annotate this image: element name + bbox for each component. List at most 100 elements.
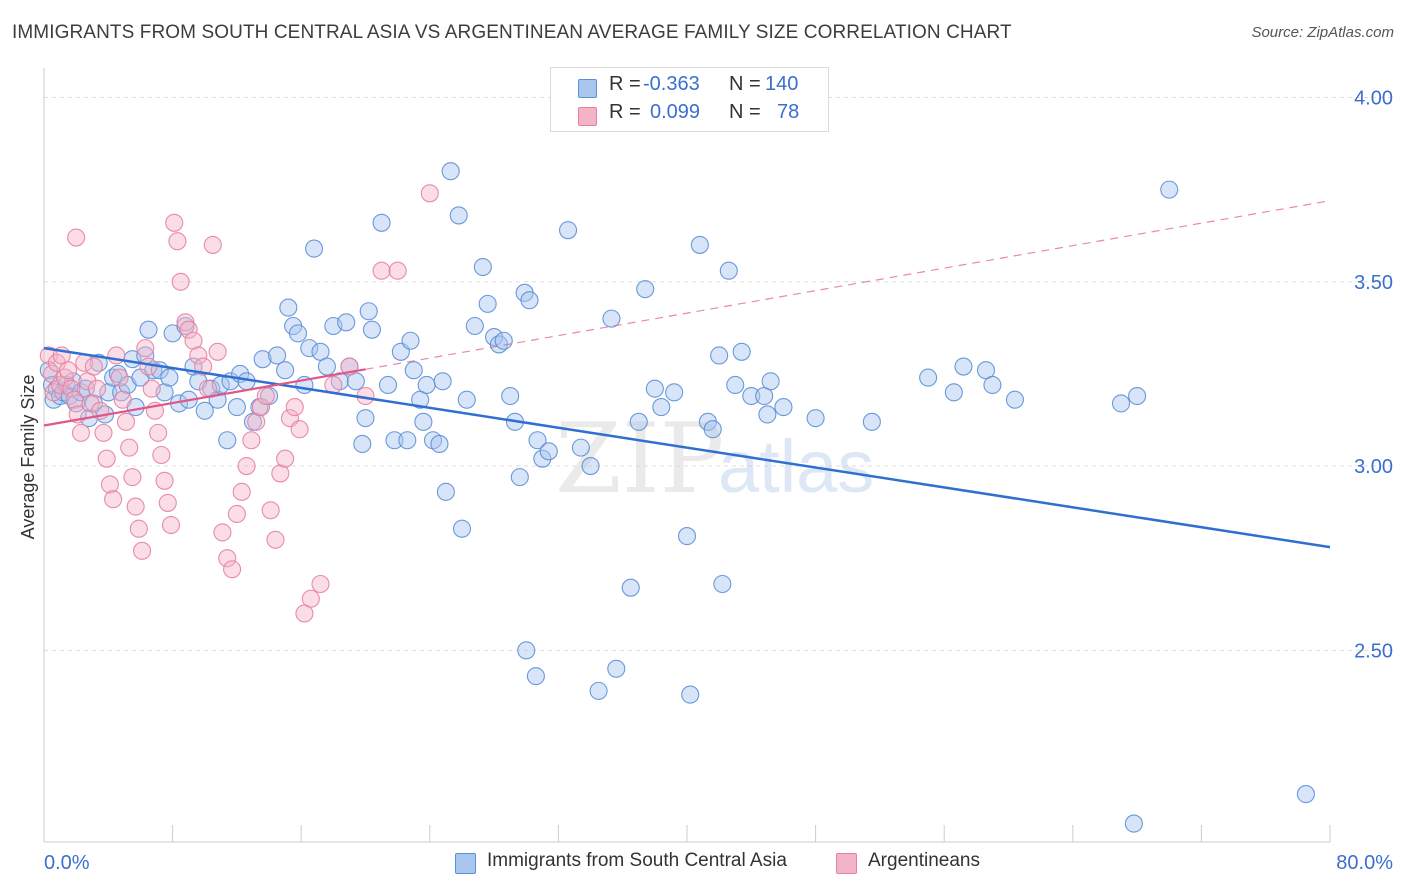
data-point [198,379,218,398]
trend-lines [43,200,1331,549]
data-point [59,361,78,380]
data-point [629,412,648,431]
data-point [665,383,684,402]
legend-row-pink: R = 0.099 N = 78 [551,101,828,129]
data-point [372,213,391,232]
data-point [726,375,745,395]
data-point [71,423,91,442]
data-point [44,383,63,402]
data-point [690,235,709,254]
data-point [677,527,697,546]
data-point [87,379,107,398]
data-point [703,420,722,439]
data-point [1005,390,1024,409]
data-point [129,519,148,538]
legend-r-label: R = [609,73,641,95]
data-point [430,434,449,453]
data-point [65,390,84,409]
data-point [227,398,246,417]
axes [43,68,1331,843]
bottom-legend-label-blue: Immigrants from South Central Asia [487,850,787,871]
data-point [417,375,436,395]
data-point [404,361,423,380]
data-point [311,574,330,594]
data-point [944,383,963,402]
data-point [526,667,545,686]
legend-swatch-blue [578,79,597,98]
data-point [388,261,407,280]
legend-r-label: R = [609,101,641,123]
data-point [184,331,203,350]
data-point [268,346,287,365]
legend-n-label: N = [729,73,761,95]
data-point [356,409,375,428]
data-point [401,331,420,350]
data-point [528,431,547,450]
data-point [276,449,295,468]
data-point [362,320,381,339]
data-point [290,420,309,439]
bottom-legend-label-pink: Argentineans [868,850,980,871]
legend-r-value: -0.363 [643,73,700,95]
data-point [189,346,208,365]
data-point [149,423,168,442]
data-point [213,523,232,542]
data-point [636,280,655,299]
data-point [317,357,336,376]
watermark-atlas: atlas [718,425,874,508]
data-point [223,560,242,579]
data-point [218,431,237,450]
data-point [161,515,181,535]
data-point [1111,394,1131,413]
data-point [94,423,113,442]
data-point [171,272,190,291]
legend-row-blue: R = -0.363 N = 140 [551,73,828,101]
data-point [581,457,600,476]
data-point [133,541,152,560]
data-point [473,257,492,277]
data-point [645,379,664,398]
data-point [285,398,304,417]
data-point [139,320,158,339]
data-point [954,357,973,376]
data-point [441,162,460,181]
data-point [112,383,131,402]
data-point [457,390,476,409]
data-point [449,206,468,225]
data-point [84,357,103,376]
data-point [806,409,825,428]
data-point [116,412,136,431]
data-point [414,412,433,431]
data-point [142,379,161,398]
data-point [165,213,184,232]
data-point [465,316,484,336]
data-point [113,390,132,409]
data-point [271,464,290,483]
data-point [300,339,319,358]
data-point [607,659,626,678]
data-point [253,350,272,369]
data-point [179,320,198,339]
data-point [517,641,536,660]
data-point [742,386,761,406]
data-point [266,530,285,549]
chart-title: IMMIGRANTS FROM SOUTH CENTRAL ASIA VS AR… [12,22,1012,43]
data-point [436,482,455,501]
x-tick-label-min: 0.0% [44,852,90,874]
data-point [305,239,324,258]
data-point [558,221,578,240]
x-tick-label-max: 80.0% [1336,852,1393,874]
data-point [533,449,552,468]
data-point [100,475,119,494]
data-point [242,431,261,450]
data-point [208,342,227,361]
data-point [919,368,938,387]
data-point [152,445,171,465]
data-point [520,291,539,310]
data-point [251,398,271,417]
data-point [433,372,452,391]
y-tick-label: 2.50 [1354,640,1393,662]
data-point [99,383,118,402]
data-point [288,324,308,343]
data-point [539,442,558,461]
